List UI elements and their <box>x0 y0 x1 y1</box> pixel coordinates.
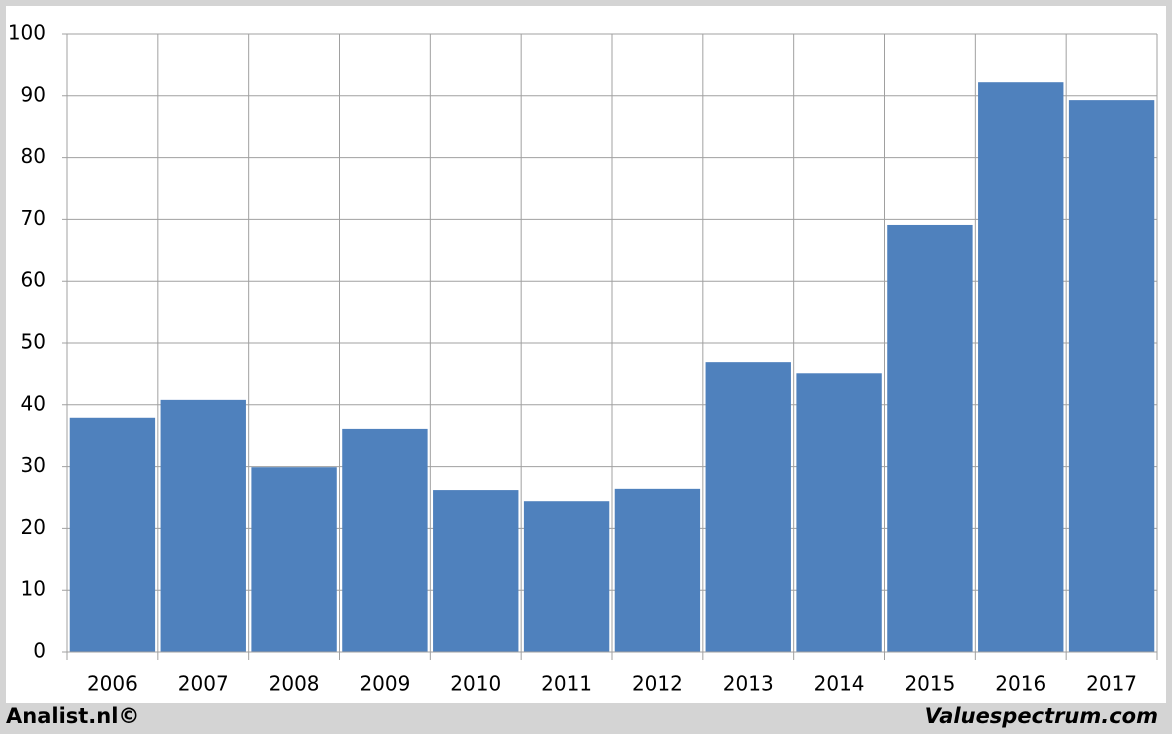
y-tick-label: 100 <box>8 21 46 45</box>
bar <box>523 501 610 652</box>
x-tick-label: 2015 <box>904 672 955 696</box>
x-tick-label: 2014 <box>814 672 865 696</box>
x-tick-label: 2008 <box>269 672 320 696</box>
y-tick-label: 50 <box>21 330 46 354</box>
bar <box>251 467 337 652</box>
bar <box>978 82 1064 653</box>
x-tick-label: 2011 <box>541 672 592 696</box>
x-tick-label: 2010 <box>450 672 501 696</box>
y-tick-label: 20 <box>21 515 46 539</box>
x-tick-label: 2007 <box>178 672 229 696</box>
x-tick-label: 2013 <box>723 672 774 696</box>
x-tick-label: 2012 <box>632 672 683 696</box>
y-tick-label: 80 <box>21 144 46 168</box>
y-tick-label: 10 <box>21 577 46 601</box>
x-tick-label: 2016 <box>995 672 1046 696</box>
x-tick-label: 2017 <box>1086 672 1137 696</box>
bar <box>342 428 428 652</box>
bar <box>796 373 882 652</box>
x-tick-label: 2009 <box>359 672 410 696</box>
x-tick-label: 2006 <box>87 672 138 696</box>
bar <box>705 362 791 652</box>
footer-right: Valuespectrum.com <box>925 704 1158 728</box>
bar <box>433 490 519 652</box>
bar <box>1068 100 1155 653</box>
y-tick-label: 60 <box>21 268 46 292</box>
bar <box>614 488 701 652</box>
bar <box>160 399 246 652</box>
y-tick-label: 70 <box>21 206 46 230</box>
y-tick-label: 0 <box>33 639 46 663</box>
y-tick-label: 30 <box>21 453 46 477</box>
y-tick-label: 90 <box>21 82 46 106</box>
y-tick-label: 40 <box>21 391 46 415</box>
bar <box>69 417 156 652</box>
bar <box>887 224 973 652</box>
footer-left: Analist.nl© <box>6 704 139 728</box>
